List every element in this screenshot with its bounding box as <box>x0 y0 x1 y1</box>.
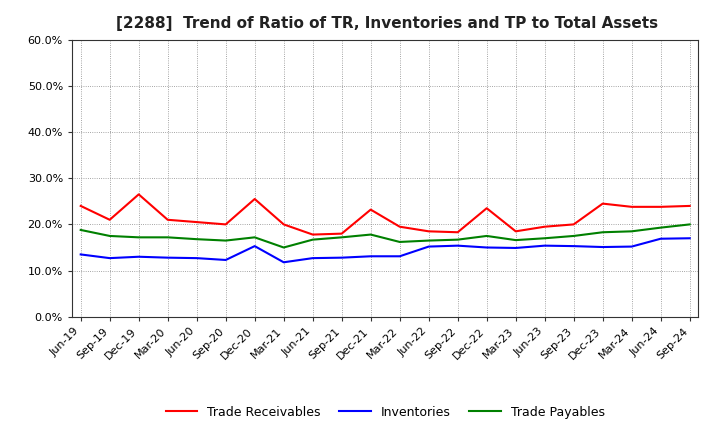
Trade Receivables <box>454 230 462 235</box>
Trade Receivables <box>192 220 201 225</box>
Trade Payables <box>308 237 317 242</box>
Trade Receivables <box>570 222 578 227</box>
Trade Receivables <box>685 203 694 209</box>
Trade Payables <box>105 233 114 238</box>
Trade Payables <box>135 235 143 240</box>
Trade Payables <box>338 235 346 240</box>
Inventories <box>511 246 520 251</box>
Trade Receivables <box>366 207 375 212</box>
Trade Receivables <box>135 192 143 197</box>
Trade Payables <box>511 238 520 243</box>
Trade Payables <box>657 225 665 230</box>
Text: [2288]  Trend of Ratio of TR, Inventories and TP to Total Assets: [2288] Trend of Ratio of TR, Inventories… <box>116 16 658 32</box>
Trade Payables <box>627 229 636 234</box>
Trade Receivables <box>251 196 259 202</box>
Trade Payables <box>251 235 259 240</box>
Inventories <box>135 254 143 259</box>
Trade Receivables <box>511 229 520 234</box>
Inventories <box>105 256 114 261</box>
Trade Receivables <box>105 217 114 222</box>
Inventories <box>570 243 578 249</box>
Trade Payables <box>163 235 172 240</box>
Trade Payables <box>570 233 578 238</box>
Trade Receivables <box>424 229 433 234</box>
Inventories <box>192 256 201 261</box>
Trade Receivables <box>598 201 607 206</box>
Inventories <box>685 235 694 241</box>
Inventories <box>251 243 259 249</box>
Line: Trade Receivables: Trade Receivables <box>81 194 690 235</box>
Inventories <box>279 260 288 265</box>
Legend: Trade Receivables, Inventories, Trade Payables: Trade Receivables, Inventories, Trade Pa… <box>161 401 610 424</box>
Inventories <box>541 243 549 248</box>
Trade Receivables <box>279 222 288 227</box>
Trade Payables <box>76 227 85 233</box>
Inventories <box>308 256 317 261</box>
Trade Payables <box>395 239 404 245</box>
Inventories <box>366 253 375 259</box>
Trade Receivables <box>541 224 549 229</box>
Trade Payables <box>482 233 491 238</box>
Inventories <box>657 236 665 242</box>
Inventories <box>221 257 230 263</box>
Trade Payables <box>192 237 201 242</box>
Trade Receivables <box>657 204 665 209</box>
Inventories <box>598 244 607 249</box>
Inventories <box>76 252 85 257</box>
Trade Receivables <box>482 205 491 211</box>
Inventories <box>395 253 404 259</box>
Trade Payables <box>454 237 462 242</box>
Trade Receivables <box>338 231 346 236</box>
Inventories <box>482 245 491 250</box>
Trade Receivables <box>308 232 317 237</box>
Inventories <box>627 244 636 249</box>
Trade Receivables <box>395 224 404 229</box>
Line: Inventories: Inventories <box>81 238 690 262</box>
Trade Receivables <box>221 222 230 227</box>
Trade Payables <box>366 232 375 237</box>
Trade Receivables <box>76 203 85 209</box>
Inventories <box>163 255 172 260</box>
Trade Payables <box>279 245 288 250</box>
Trade Receivables <box>627 204 636 209</box>
Inventories <box>424 244 433 249</box>
Inventories <box>454 243 462 248</box>
Trade Payables <box>541 235 549 241</box>
Trade Payables <box>598 230 607 235</box>
Trade Payables <box>221 238 230 243</box>
Trade Payables <box>685 222 694 227</box>
Line: Trade Payables: Trade Payables <box>81 224 690 247</box>
Trade Payables <box>424 238 433 243</box>
Inventories <box>338 255 346 260</box>
Trade Receivables <box>163 217 172 222</box>
